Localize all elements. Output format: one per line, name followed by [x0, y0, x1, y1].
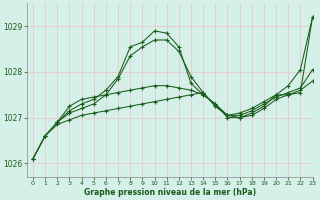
- X-axis label: Graphe pression niveau de la mer (hPa): Graphe pression niveau de la mer (hPa): [84, 188, 256, 197]
